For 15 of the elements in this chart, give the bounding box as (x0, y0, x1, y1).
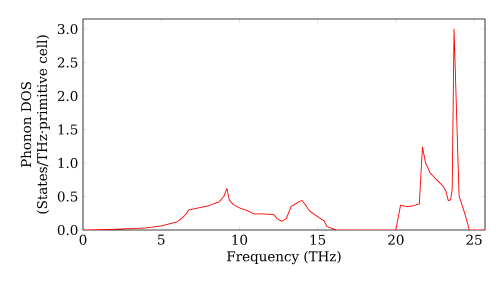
x-axis-title: Frequency (THz) (227, 251, 341, 264)
x-tick-label: 20 (388, 234, 404, 245)
y-tick-label: 3.0 (58, 24, 78, 34)
y-axis-title: Phonon DOS (States/THz·primitive cell) (20, 35, 50, 214)
y-tick-label: 2.5 (58, 57, 78, 68)
y-tick-label: 0.0 (58, 224, 78, 236)
x-tick-label: 25 (466, 234, 482, 245)
y-tick-label: 2.0 (58, 90, 78, 102)
y-tick-label: 0.5 (58, 191, 78, 202)
y-tick-label: 1.0 (58, 158, 78, 168)
y-tick-label: 1.5 (58, 124, 78, 135)
x-tick-label: 5 (158, 234, 164, 245)
x-tick-label: 10 (232, 234, 248, 245)
x-tick-label: 0 (80, 234, 86, 245)
x-tick-label: 15 (310, 234, 326, 245)
